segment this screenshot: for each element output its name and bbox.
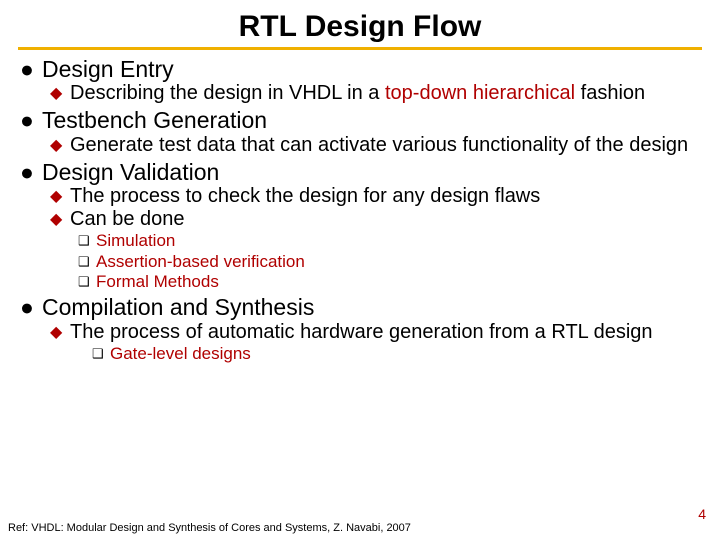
disc-bullet-icon: ● xyxy=(20,159,42,185)
footer-reference: Ref: VHDL: Modular Design and Synthesis … xyxy=(8,522,411,534)
method-text: Gate-level designs xyxy=(110,344,708,364)
method-text: Assertion-based verification xyxy=(96,252,708,272)
diamond-bullet-icon: ◆ xyxy=(50,208,70,231)
page-number: 4 xyxy=(698,506,706,522)
heading-text: Design Validation xyxy=(42,159,708,185)
heading-text: Testbench Generation xyxy=(42,107,708,133)
subbullet-describing: ◆ Describing the design in VHDL in a top… xyxy=(50,82,708,105)
text-fragment: Describing the design in VHDL in a xyxy=(70,82,385,104)
diamond-bullet-icon: ◆ xyxy=(50,82,70,105)
sub-text: The process to check the design for any … xyxy=(70,185,708,208)
subbullet-process-check: ◆ The process to check the design for an… xyxy=(50,185,708,208)
bullet-testbench: ● Testbench Generation xyxy=(20,107,708,133)
highlight-text: top-down hierarchical xyxy=(385,82,575,104)
disc-bullet-icon: ● xyxy=(20,294,42,320)
sub-text: Can be done xyxy=(70,208,708,231)
square-bullet-icon: ❑ xyxy=(78,252,96,272)
text-fragment: fashion xyxy=(575,82,645,104)
bullet-compilation: ● Compilation and Synthesis xyxy=(20,294,708,320)
bullet-design-entry: ● Design Entry xyxy=(20,56,708,82)
heading-text: Design Entry xyxy=(42,56,708,82)
square-bullet-icon: ❑ xyxy=(78,231,96,251)
heading-text: Compilation and Synthesis xyxy=(42,294,708,320)
sub-text: Generate test data that can activate var… xyxy=(70,134,708,157)
diamond-bullet-icon: ◆ xyxy=(50,321,70,344)
method-text: Formal Methods xyxy=(96,272,708,292)
sub-text: Describing the design in VHDL in a top-d… xyxy=(70,82,708,105)
square-bullet-icon: ❑ xyxy=(92,344,110,364)
disc-bullet-icon: ● xyxy=(20,56,42,82)
method-assertion: ❑ Assertion-based verification xyxy=(78,252,708,272)
method-gate-level: ❑ Gate-level designs xyxy=(92,344,708,364)
disc-bullet-icon: ● xyxy=(20,107,42,133)
diamond-bullet-icon: ◆ xyxy=(50,185,70,208)
method-formal: ❑ Formal Methods xyxy=(78,272,708,292)
method-text: Simulation xyxy=(96,231,708,251)
sub-text: The process of automatic hardware genera… xyxy=(70,321,708,344)
subbullet-generate: ◆ Generate test data that can activate v… xyxy=(50,134,708,157)
slide-content: ● Design Entry ◆ Describing the design i… xyxy=(0,56,720,364)
method-simulation: ❑ Simulation xyxy=(78,231,708,251)
subbullet-can-be-done: ◆ Can be done xyxy=(50,208,708,231)
diamond-bullet-icon: ◆ xyxy=(50,134,70,157)
subbullet-automatic-hw: ◆ The process of automatic hardware gene… xyxy=(50,321,708,344)
square-bullet-icon: ❑ xyxy=(78,272,96,292)
title-underline xyxy=(18,47,702,50)
slide-title: RTL Design Flow xyxy=(0,0,720,47)
bullet-design-validation: ● Design Validation xyxy=(20,159,708,185)
